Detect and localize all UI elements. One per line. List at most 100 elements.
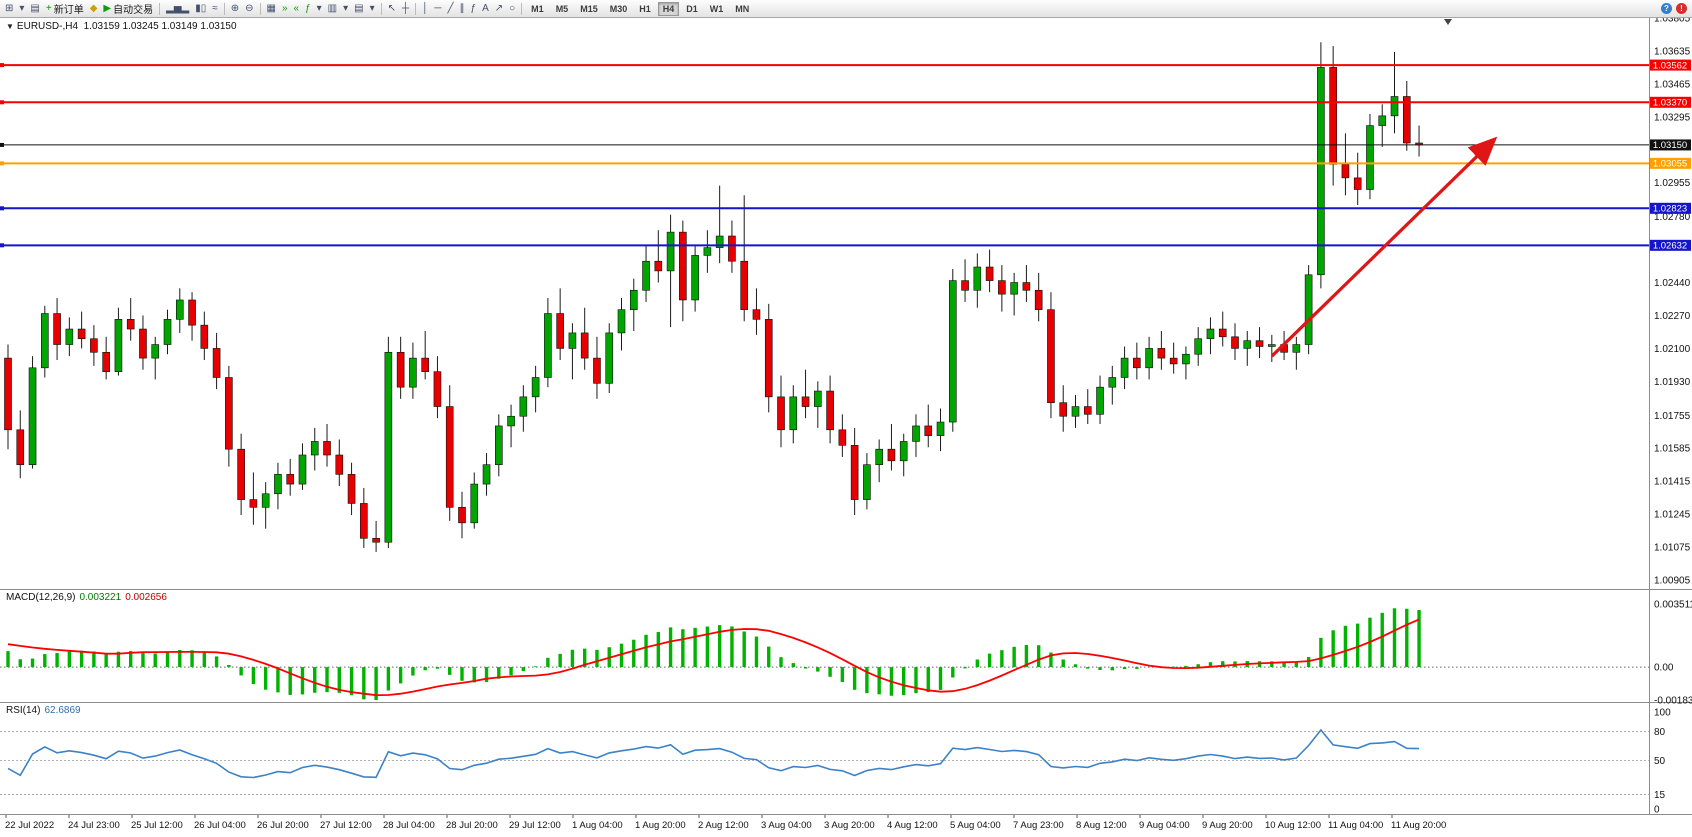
price-tag	[1650, 59, 1691, 71]
timeframe-m1-button[interactable]: M1	[531, 3, 544, 14]
hline-handle[interactable]	[0, 161, 4, 166]
toolbar-groups: ⊞ ▾ ▤ + 新订单 ◆ ▶ 自动交易 ▂▅▂ ▮▯ ≈ ⊕ ⊖ ▦» «ƒ ▾ ▥ ▾ ▤ ▾ ↖ ┼ │ ─ ╱ ∥ ƒ A ↗ ○…	[0, 0, 755, 17]
collapse-triangle-icon[interactable]: ▼	[6, 22, 14, 31]
candle-body	[703, 247, 712, 256]
trend-line-button[interactable]: ╱	[444, 1, 456, 16]
metaeditor-button[interactable]: ◆	[87, 1, 101, 16]
profiles-icon: ▤	[30, 3, 40, 14]
timeframe-w1-button[interactable]: W1	[709, 3, 724, 14]
candle-body	[298, 454, 307, 485]
price-tag	[1650, 157, 1691, 169]
cursor-button[interactable]: ↖	[385, 1, 399, 16]
profiles-button[interactable]: ▤	[27, 1, 42, 16]
candlestick-chart-button[interactable]: ▮▯	[192, 1, 209, 16]
candle-body	[1268, 344, 1276, 347]
chart-shift-marker[interactable]	[1444, 19, 1452, 25]
crosshair-button[interactable]: ┼	[399, 1, 412, 16]
chart-shift-button[interactable]: «	[291, 1, 303, 16]
shapes-tool-button[interactable]: ○	[506, 1, 518, 16]
timeframe-m30-button[interactable]: M30	[609, 3, 628, 14]
tile-windows-button[interactable]: ▦	[264, 1, 279, 16]
fibonacci-button[interactable]: ƒ	[468, 1, 480, 16]
auto-scroll-button[interactable]: »	[279, 1, 291, 16]
candle-body	[53, 313, 61, 345]
time-axis-label: 24 Jul 23:00	[68, 820, 120, 831]
text-label-button[interactable]: A	[479, 1, 492, 16]
macd-label: MACD(12,26,9) 0.003221 0.002656	[6, 592, 167, 603]
equidistant-channel-button[interactable]: ∥	[457, 1, 468, 16]
hline-handle[interactable]	[0, 100, 4, 105]
new-order-button[interactable]: + 新订单	[43, 1, 87, 16]
candle-body	[1366, 125, 1374, 190]
price-axis-label: 1.01245	[1654, 510, 1691, 521]
alert-icon[interactable]: !	[1676, 3, 1687, 14]
trend-arrow[interactable]	[1270, 136, 1498, 358]
candle-body	[752, 309, 761, 320]
arrows-tool-button[interactable]: ↗	[492, 1, 506, 16]
candle-body	[998, 280, 1006, 295]
timeframe-m15-button[interactable]: M15	[580, 3, 598, 14]
autotrading-button[interactable]: ▶ 自动交易	[100, 1, 156, 16]
candle-body	[139, 328, 147, 359]
hline-handle[interactable]	[0, 63, 4, 68]
candle-body	[568, 332, 577, 349]
price-tag	[1650, 239, 1691, 251]
price-axis-label: 1.02955	[1654, 178, 1691, 189]
candle-body	[1206, 328, 1215, 340]
hline-handle[interactable]	[0, 206, 4, 211]
price-axis[interactable]	[1649, 17, 1692, 815]
templates-dropdown-button[interactable]: ▾	[367, 1, 378, 16]
timeframe-m5-button[interactable]: M5	[555, 3, 569, 14]
timeframe-h4-button[interactable]: H4	[657, 1, 680, 16]
new-chart-dropdown-button[interactable]: ▾	[16, 1, 27, 16]
rsi-line	[7, 728, 1420, 779]
candle-body	[666, 231, 675, 272]
periods-dropdown-button[interactable]: ▾	[340, 1, 351, 16]
indicators-dropdown-button[interactable]: ▾	[314, 1, 325, 16]
candle-body	[286, 474, 295, 485]
timeframe-h1-button[interactable]: H1	[639, 3, 651, 14]
templates-button[interactable]: ▤	[351, 1, 366, 16]
time-axis-label: 26 Jul 04:00	[194, 820, 246, 831]
new-chart-button[interactable]: ⊞	[2, 1, 16, 16]
trend-line-icon: ╱	[447, 3, 454, 14]
candle-body	[163, 319, 172, 345]
horizontal-line-button[interactable]: ─	[431, 1, 444, 16]
toolbar-separator	[259, 2, 261, 15]
zoom-out-button[interactable]: ⊖	[242, 1, 256, 16]
candle-body	[188, 299, 196, 326]
timeframe-mn-button[interactable]: MN	[735, 3, 750, 14]
line-chart-icon: ≈	[212, 3, 218, 14]
candle-body	[1071, 406, 1080, 417]
candle-body	[409, 357, 417, 388]
candle-body	[372, 538, 380, 543]
line-chart-button[interactable]: ≈	[209, 1, 221, 16]
price-axis-label: 1.00905	[1654, 576, 1691, 587]
candle-body	[617, 309, 626, 334]
candle-body	[531, 377, 540, 398]
time-axis-label: 22 Jul 2022	[5, 820, 54, 831]
bar-chart-button[interactable]: ▂▅▂	[163, 1, 192, 16]
vertical-line-button[interactable]: │	[419, 1, 431, 16]
indicators-button[interactable]: ƒ	[302, 1, 314, 16]
toolbar: ⊞ ▾ ▤ + 新订单 ◆ ▶ 自动交易 ▂▅▂ ▮▯ ≈ ⊕ ⊖ ▦» «ƒ ▾ ▥ ▾ ▤ ▾ ↖ ┼ │ ─ ╱ ∥ ƒ A ↗ ○…	[0, 0, 1692, 18]
hline-handle[interactable]	[0, 243, 4, 248]
candle-body	[1108, 377, 1117, 388]
macd-axis-label: 0.00	[1654, 663, 1674, 674]
candle-body	[838, 429, 847, 446]
price-axis-label: 1.01415	[1654, 477, 1691, 488]
time-axis-label: 11 Aug 20:00	[1391, 820, 1446, 831]
price-axis-label: 1.03805	[1654, 14, 1691, 25]
help-icon[interactable]: ?	[1661, 3, 1672, 14]
hline-handle[interactable]	[0, 142, 4, 147]
periods-button[interactable]: ▥	[325, 1, 340, 16]
candle-body	[1157, 348, 1166, 359]
candle-body	[863, 464, 871, 500]
zoom-in-button[interactable]: ⊕	[228, 1, 242, 16]
timeframe-d1-button[interactable]: D1	[686, 3, 698, 14]
price-tag-label: 1.02823	[1653, 204, 1687, 215]
new-chart-dropdown-icon: ▾	[19, 3, 25, 14]
macd-axis-label: 0.003511	[1654, 600, 1692, 611]
time-axis[interactable]	[0, 815, 1692, 837]
